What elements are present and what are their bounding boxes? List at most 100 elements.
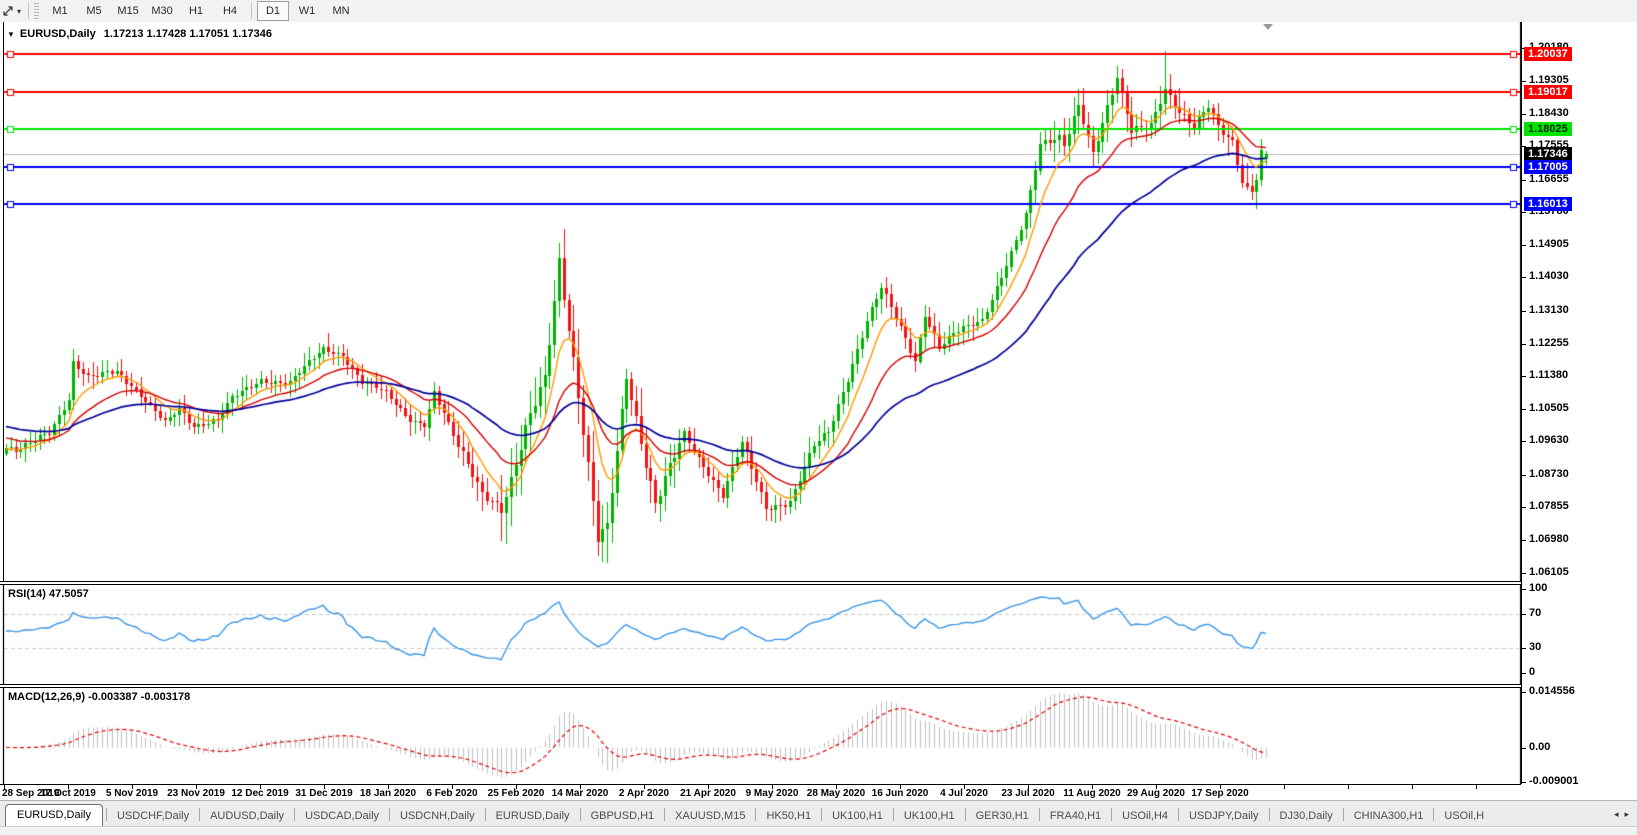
chart-tab[interactable]: DJ30,Daily (1279, 810, 1333, 822)
rsi-axis-label: 70 (1529, 607, 1542, 619)
shift-marker-icon (1263, 24, 1273, 30)
price-axis-tick (1522, 409, 1526, 410)
chart-tab[interactable]: HK50,H1 (766, 810, 812, 822)
chart-tab[interactable]: GBPUSD,H1 (590, 810, 655, 822)
macd-canvas[interactable] (0, 688, 1521, 784)
date-label: 23 Jul 2020 (1001, 788, 1055, 799)
tab-separator (821, 808, 823, 821)
toolbar-grip[interactable] (34, 3, 40, 19)
price-tick-label: 1.10505 (1529, 402, 1569, 414)
price-axis-tick (1522, 692, 1526, 693)
chart-tab[interactable]: AUDUSD,Daily (210, 810, 285, 822)
macd-label: MACD(12,26,9) -0.003387 -0.003178 (8, 691, 191, 703)
price-tick-label: 1.14905 (1529, 238, 1569, 250)
tab-bar: EURUSD,Daily USDCHF,Daily AUDUSD,Daily USDC… (0, 800, 1637, 827)
date-label: 16 Jun 2020 (871, 788, 929, 799)
chart-tab[interactable]: USDCNH,Daily (400, 810, 475, 822)
rsi-canvas[interactable] (0, 585, 1521, 684)
tab-separator (1111, 808, 1113, 821)
timeframe-button-h4[interactable]: H4 (222, 5, 238, 17)
price-axis-tick (1522, 277, 1526, 278)
toolbar-separator (28, 3, 30, 19)
cursor-tool-icon[interactable] (1, 4, 15, 18)
macd-axis-label: 0.00 (1529, 741, 1551, 753)
status-bar (0, 826, 1637, 835)
timeframe-button-m5[interactable]: M5 (86, 5, 102, 17)
tab-scroll-left-button[interactable]: ◂ (1613, 808, 1619, 819)
date-axis-tick (772, 785, 773, 789)
timeframe-button-m15[interactable]: M15 (117, 5, 139, 17)
chart-tab[interactable]: GER30,H1 (975, 810, 1029, 822)
tab-scroll-right-button[interactable]: ▸ (1624, 808, 1629, 819)
chart-title: ▼ EURUSD,Daily 1.17213 1.17428 1.17051 1.1… (7, 28, 272, 40)
tool-dropdown-caret[interactable]: ▾ (17, 6, 22, 16)
chart-tab[interactable]: EURUSD,Daily (495, 810, 570, 822)
pane-splitter[interactable] (0, 581, 1521, 585)
chart-tab[interactable]: USDCAD,Daily (305, 810, 380, 822)
timeframe-button-m1[interactable]: M1 (52, 5, 68, 17)
date-axis-tick (1284, 785, 1285, 789)
chart-tabs: EURUSD,Daily USDCHF,Daily AUDUSD,Daily USDC… (0, 801, 1606, 827)
timeframe-button-m30[interactable]: M30 (151, 5, 173, 17)
symbol-collapse-icon[interactable]: ▼ (7, 30, 15, 39)
date-label: 17 Sep 2020 (1191, 788, 1249, 799)
toolbar: ▾ M1 M5 M15 M30 H1 H4 D1 W1 MN (0, 0, 1637, 23)
toolbar-separator (251, 3, 253, 19)
price-axis-tick (1522, 589, 1526, 590)
price-badge: 1.17005 (1524, 160, 1572, 174)
price-tick-label: 1.06105 (1529, 566, 1569, 578)
rsi-axis-label: 100 (1529, 582, 1548, 594)
tab-separator (484, 808, 486, 821)
chart-tab[interactable]: USDCHF,Daily (116, 810, 190, 822)
tab-separator (1178, 808, 1180, 821)
price-tick-label: 1.19305 (1529, 74, 1569, 86)
price-axis-tick (1522, 614, 1526, 615)
date-label: 9 May 2020 (745, 788, 799, 799)
date-axis-tick (1156, 785, 1157, 789)
date-axis-tick (516, 785, 517, 789)
timeframe-toolbar: M1 M5 M15 M30 H1 H4 D1 W1 MN (43, 0, 358, 22)
date-label: 2 Apr 2020 (618, 788, 670, 799)
timeframe-button-mn[interactable]: MN (332, 5, 350, 17)
date-axis[interactable]: 28 Sep 2019 17 Oct 2019 5 Nov 2019 23 Nov 2… (0, 784, 1521, 800)
chart-tab[interactable]: UK100,H1 (832, 810, 883, 822)
price-badge: 1.18025 (1524, 122, 1572, 136)
price-tick-label: 1.11380 (1529, 369, 1569, 381)
chart-tab[interactable]: XAUUSD,M15 (675, 810, 746, 822)
tab-scroll-arrows: ◂ ▸ (1606, 801, 1637, 827)
date-label: 28 Sep 2019 (2, 788, 60, 799)
chart-tab[interactable]: USDJPY,Daily (1189, 810, 1259, 822)
date-axis-tick (1348, 785, 1349, 789)
date-label: 18 Jan 2020 (359, 788, 417, 799)
timeframe-button-d1[interactable]: D1 (257, 1, 290, 21)
chart-tab[interactable]: CHINA300,H1 (1353, 810, 1424, 822)
chart-tab[interactable]: UK100,H1 (903, 810, 955, 822)
chart-tab[interactable]: EURUSD,Daily (5, 804, 103, 827)
price-axis-tick (1522, 180, 1526, 181)
main-chart-canvas[interactable] (0, 22, 1521, 581)
tab-separator (964, 808, 966, 821)
price-axis-tick (1522, 648, 1526, 649)
chart-tab[interactable]: FRA40,H1 (1049, 810, 1102, 822)
price-tick-label: 1.12255 (1529, 337, 1569, 349)
date-axis-tick (1476, 785, 1477, 789)
chart-tab[interactable]: USOil,H4 (1122, 810, 1169, 822)
price-axis-tick (1522, 540, 1526, 541)
price-tick-label: 1.13130 (1529, 304, 1569, 316)
pane-splitter[interactable] (0, 684, 1521, 688)
price-tick-label: 1.09630 (1529, 434, 1569, 446)
tab-separator (1433, 808, 1435, 821)
price-axis-tick (1522, 344, 1526, 345)
tab-separator (892, 808, 894, 821)
price-tick-label: 1.06980 (1529, 533, 1569, 545)
timeframe-button-h1[interactable]: H1 (188, 5, 204, 17)
date-label: 11 Aug 2020 (1063, 788, 1121, 799)
tab-separator (1342, 808, 1344, 821)
chart-window[interactable]: ▼ EURUSD,Daily 1.17213 1.17428 1.17051 1.1… (0, 22, 1637, 800)
timeframe-button-w1[interactable]: W1 (298, 5, 316, 17)
date-label: 31 Dec 2019 (295, 788, 353, 799)
price-axis-tick (1522, 573, 1526, 574)
chart-tab[interactable]: USOil,H (1444, 810, 1485, 822)
price-axis[interactable]: 1.201801.193051.184301.175551.166551.157… (1521, 22, 1637, 787)
date-label: 29 Aug 2020 (1127, 788, 1185, 799)
